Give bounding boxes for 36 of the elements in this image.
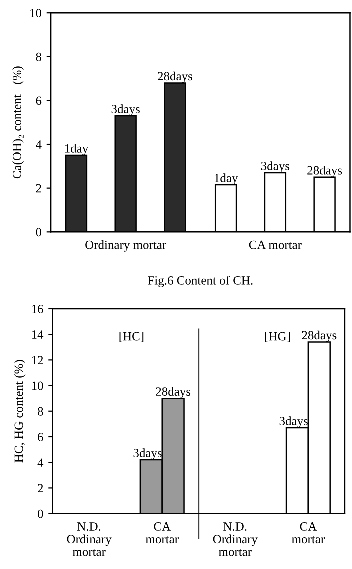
annotation: [HC] xyxy=(120,332,144,342)
series-label: 28days xyxy=(156,387,191,399)
text: 28days xyxy=(158,72,192,84)
y-tick-label: 2 xyxy=(36,184,42,193)
text: 28days xyxy=(302,330,337,342)
x-tick-label: N.D. Ordinary mortar xyxy=(213,522,258,556)
y-tick-label: 14 xyxy=(32,330,44,339)
y-tick-label: 4 xyxy=(38,458,44,467)
x-tick-label: Ordinary mortar xyxy=(86,240,167,252)
y-axis-title: Ca(OH)₂ content (%) xyxy=(12,66,24,179)
x-tick-label: CA mortar xyxy=(146,522,179,544)
y-axis-title: HC, HG content (%) xyxy=(14,360,26,463)
text: 3days xyxy=(261,162,290,174)
text: 3days xyxy=(280,416,308,428)
x-tick-label: CA mortar xyxy=(292,522,325,544)
y-tick-label: 8 xyxy=(38,407,44,416)
annotation: [HG] xyxy=(266,332,290,342)
text: 1day xyxy=(65,144,89,156)
x-tick-label: N.D. Ordinary mortar xyxy=(67,522,112,556)
y-tick-label: 10 xyxy=(32,382,44,390)
y-tick-label: 6 xyxy=(36,96,42,106)
x-tick-label: CA mortar xyxy=(249,240,302,250)
y-tick-label: 12 xyxy=(32,356,44,365)
y-tick-label: 6 xyxy=(38,433,44,442)
y-tick-label: 0 xyxy=(36,228,42,237)
series-label: 3days xyxy=(134,448,162,460)
series-label: 1day xyxy=(215,174,238,186)
y-tick-label: 10 xyxy=(30,9,42,18)
y-tick-label: 0 xyxy=(38,510,44,518)
y-tick-label: 2 xyxy=(38,484,44,493)
y-tick-label: 16 xyxy=(32,305,44,314)
series-label: 28days xyxy=(308,166,342,178)
y-tick-label: 8 xyxy=(36,52,42,62)
series-label: 3days xyxy=(112,104,140,116)
y-tick-label: 4 xyxy=(36,140,42,149)
text: Fig.6 Content of CH. xyxy=(148,276,253,288)
